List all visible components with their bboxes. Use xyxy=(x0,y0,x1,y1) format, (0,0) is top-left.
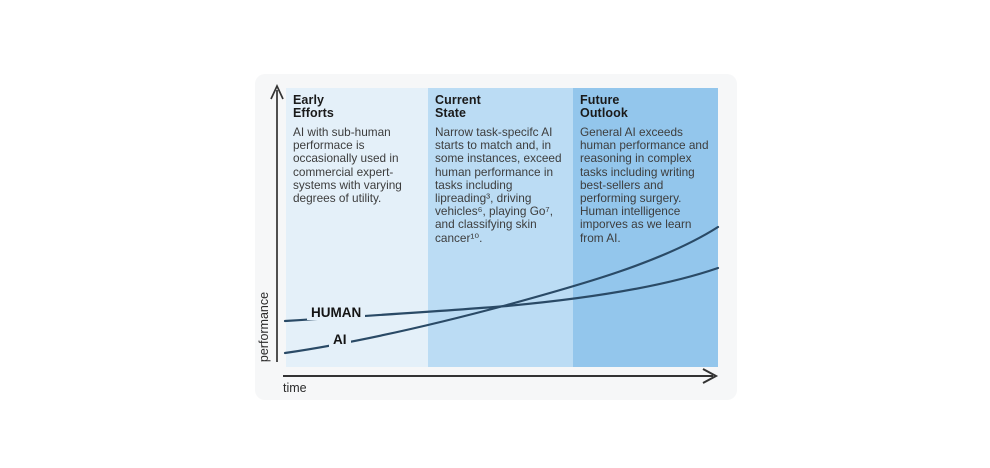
phase-description: AI with sub-human performace is occasion… xyxy=(293,125,402,206)
phase-description: Narrow task-specifc AI starts to match a… xyxy=(435,125,562,245)
x-axis-arrow-icon xyxy=(702,368,719,384)
phase-panel-future-outlook: Future Outlook General AI exceeds human … xyxy=(573,88,718,367)
phase-title-line1: Early xyxy=(293,93,325,107)
phase-panel-early-efforts: Early Efforts AI with sub-human performa… xyxy=(286,88,428,367)
phase-title: Future Outlook xyxy=(580,94,712,120)
phase-description: General AI exceeds human performance and… xyxy=(580,125,709,245)
phase-panel-current-state: Current State Narrow task-specifc AI sta… xyxy=(428,88,573,367)
ai-series-label: AI xyxy=(329,333,351,347)
phase-title-line2: Outlook xyxy=(580,106,628,120)
phase-title-line2: Efforts xyxy=(293,106,334,120)
phase-title: Current State xyxy=(435,94,567,120)
chart-card: Early Efforts AI with sub-human performa… xyxy=(255,74,737,400)
human-series-label: HUMAN xyxy=(307,306,366,320)
phase-title-line1: Future xyxy=(580,93,620,107)
phase-title: Early Efforts xyxy=(293,94,422,120)
y-axis-label: performance xyxy=(257,291,271,363)
y-axis-arrow-icon xyxy=(270,83,284,100)
x-axis-label: time xyxy=(283,381,307,395)
phase-title-line1: Current xyxy=(435,93,481,107)
phase-title-line2: State xyxy=(435,106,467,120)
x-axis xyxy=(283,368,719,384)
